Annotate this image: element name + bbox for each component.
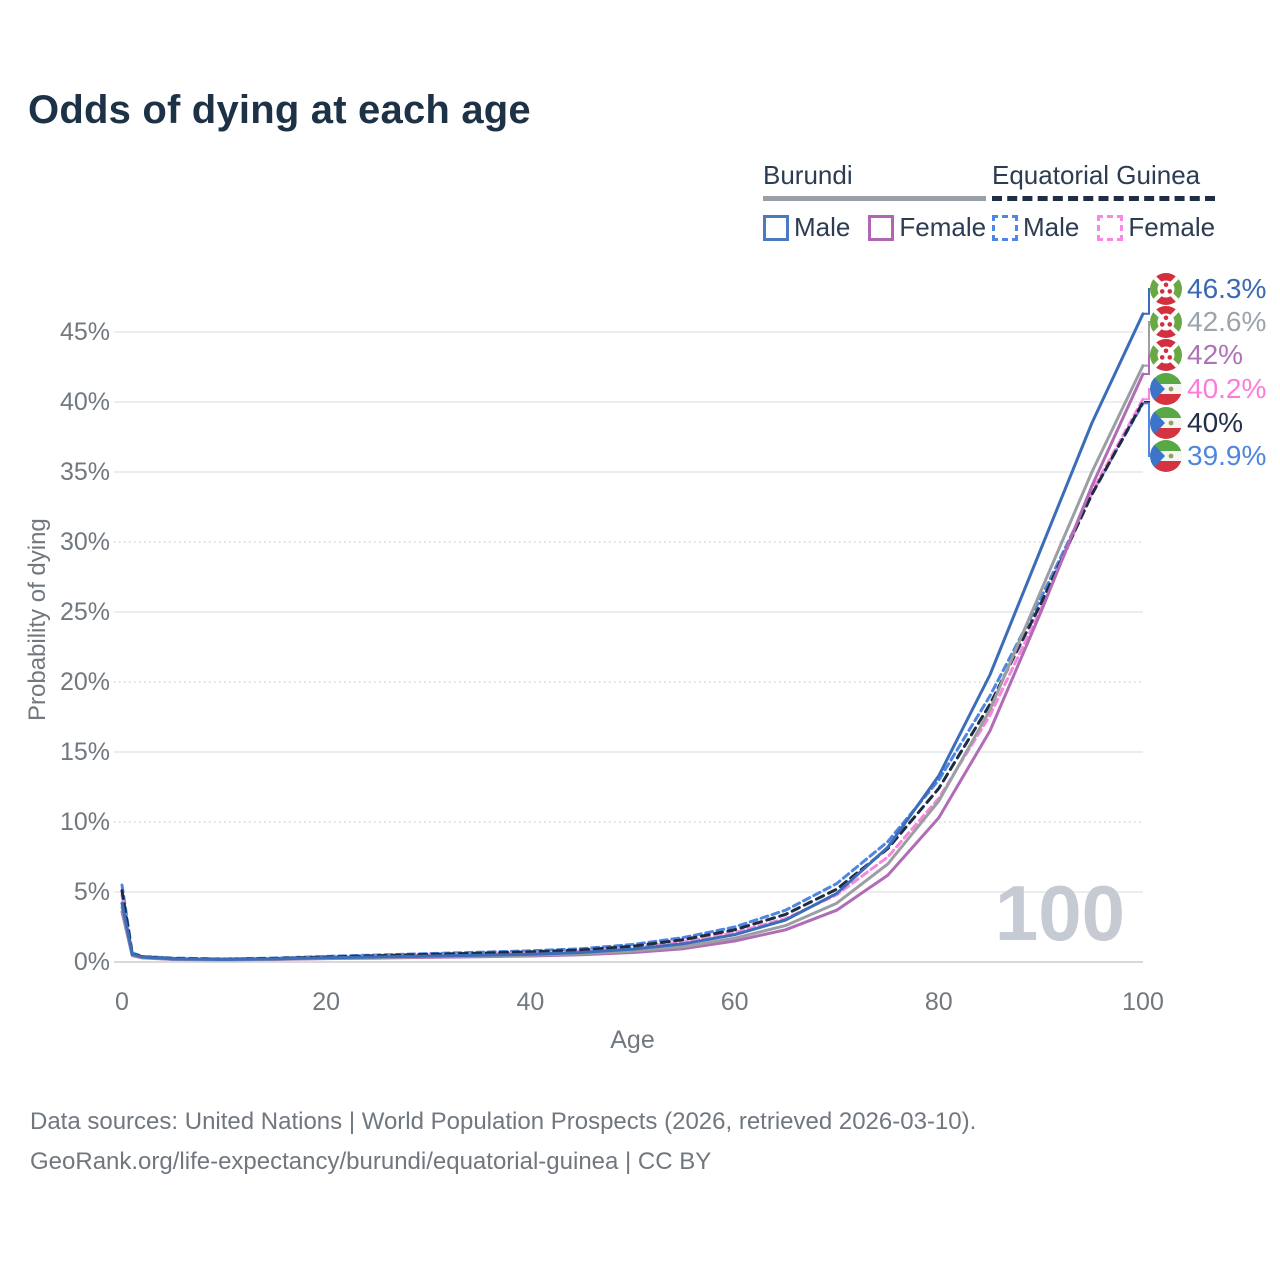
y-tick-label: 15%	[60, 738, 110, 766]
y-tick-label: 30%	[60, 528, 110, 556]
page-title: Odds of dying at each age	[28, 88, 531, 132]
burundi-flag-icon	[1150, 339, 1182, 371]
y-tick-label: 40%	[60, 388, 110, 416]
x-axis-title: Age	[610, 1026, 655, 1054]
x-tick-label: 100	[1122, 988, 1164, 1016]
end-value-label-equatorial-guinea-male: 39.9%	[1187, 440, 1266, 471]
legend-country-burundi: Burundi	[763, 160, 853, 190]
end-label-connector	[1144, 288, 1151, 315]
legend-underline-equatorial-guinea	[992, 196, 1216, 201]
y-tick-label: 5%	[74, 878, 110, 906]
burundi-flag-icon	[1150, 306, 1182, 338]
legend-label-burundi-female: Female	[899, 212, 987, 242]
legend-swatch-eg-male-icon	[992, 214, 1018, 241]
equatorial-guinea-flag-icon	[1150, 373, 1182, 405]
legend-item-burundi-male[interactable]: Male	[763, 212, 850, 243]
legend-underline-burundi	[763, 196, 987, 201]
legend-swatch-eg-female-icon	[1097, 214, 1124, 241]
y-tick-label: 35%	[60, 458, 110, 486]
y-tick-label: 10%	[60, 808, 110, 836]
series-line-burundi-both-sexes[interactable]	[120, 364, 1145, 962]
legend-label-burundi-male: Male	[794, 212, 851, 242]
x-tick-label: 80	[925, 988, 953, 1016]
x-tick-label: 20	[312, 988, 340, 1016]
y-tick-label: 25%	[60, 598, 110, 626]
age-hover-watermark: 100	[994, 869, 1126, 957]
y-tick-label: 20%	[60, 668, 110, 696]
end-value-label-equatorial-guinea-female: 40.2%	[1187, 373, 1266, 404]
legend-item-eg-female[interactable]: Female	[1097, 212, 1215, 243]
legend-item-burundi-female[interactable]: Female	[868, 212, 986, 243]
series-line-burundi-female[interactable]	[120, 372, 1145, 962]
equatorial-guinea-flag-icon	[1150, 440, 1182, 472]
equatorial-guinea-flag-icon	[1150, 407, 1182, 439]
legend-swatch-burundi-male-icon	[763, 214, 789, 241]
legend-item-eg-male[interactable]: Male	[992, 212, 1079, 243]
legend-group-burundi: Burundi Male Female	[763, 160, 987, 243]
x-tick-label: 60	[721, 988, 749, 1016]
x-tick-label: 40	[516, 988, 544, 1016]
attribution-link-text: GeoRank.org/life-expectancy/burundi/equa…	[30, 1148, 712, 1175]
end-value-label-burundi-male: 46.3%	[1187, 273, 1266, 304]
legend-label-eg-male: Male	[1023, 212, 1080, 242]
burundi-flag-icon	[1150, 273, 1182, 305]
data-sources-text: Data sources: United Nations | World Pop…	[30, 1108, 977, 1135]
end-label-connector	[1144, 388, 1151, 401]
legend-label-eg-female: Female	[1128, 212, 1216, 242]
end-label-connector	[1144, 402, 1151, 457]
series-line-burundi-male[interactable]	[120, 312, 1145, 961]
x-tick-label: 0	[115, 988, 129, 1016]
end-value-label-burundi-both-sexes: 42.6%	[1187, 306, 1266, 337]
end-value-label-burundi-female: 42%	[1187, 339, 1243, 370]
end-value-label-equatorial-guinea-both-sexes: 40%	[1187, 407, 1243, 438]
legend-country-equatorial-guinea: Equatorial Guinea	[992, 160, 1201, 190]
legend-group-equatorial-guinea: Equatorial Guinea Male Female	[992, 160, 1216, 243]
y-tick-label: 45%	[60, 318, 110, 346]
y-tick-label: 0%	[74, 948, 110, 976]
legend-swatch-burundi-female-icon	[868, 214, 895, 241]
end-label-connector	[1144, 354, 1151, 375]
